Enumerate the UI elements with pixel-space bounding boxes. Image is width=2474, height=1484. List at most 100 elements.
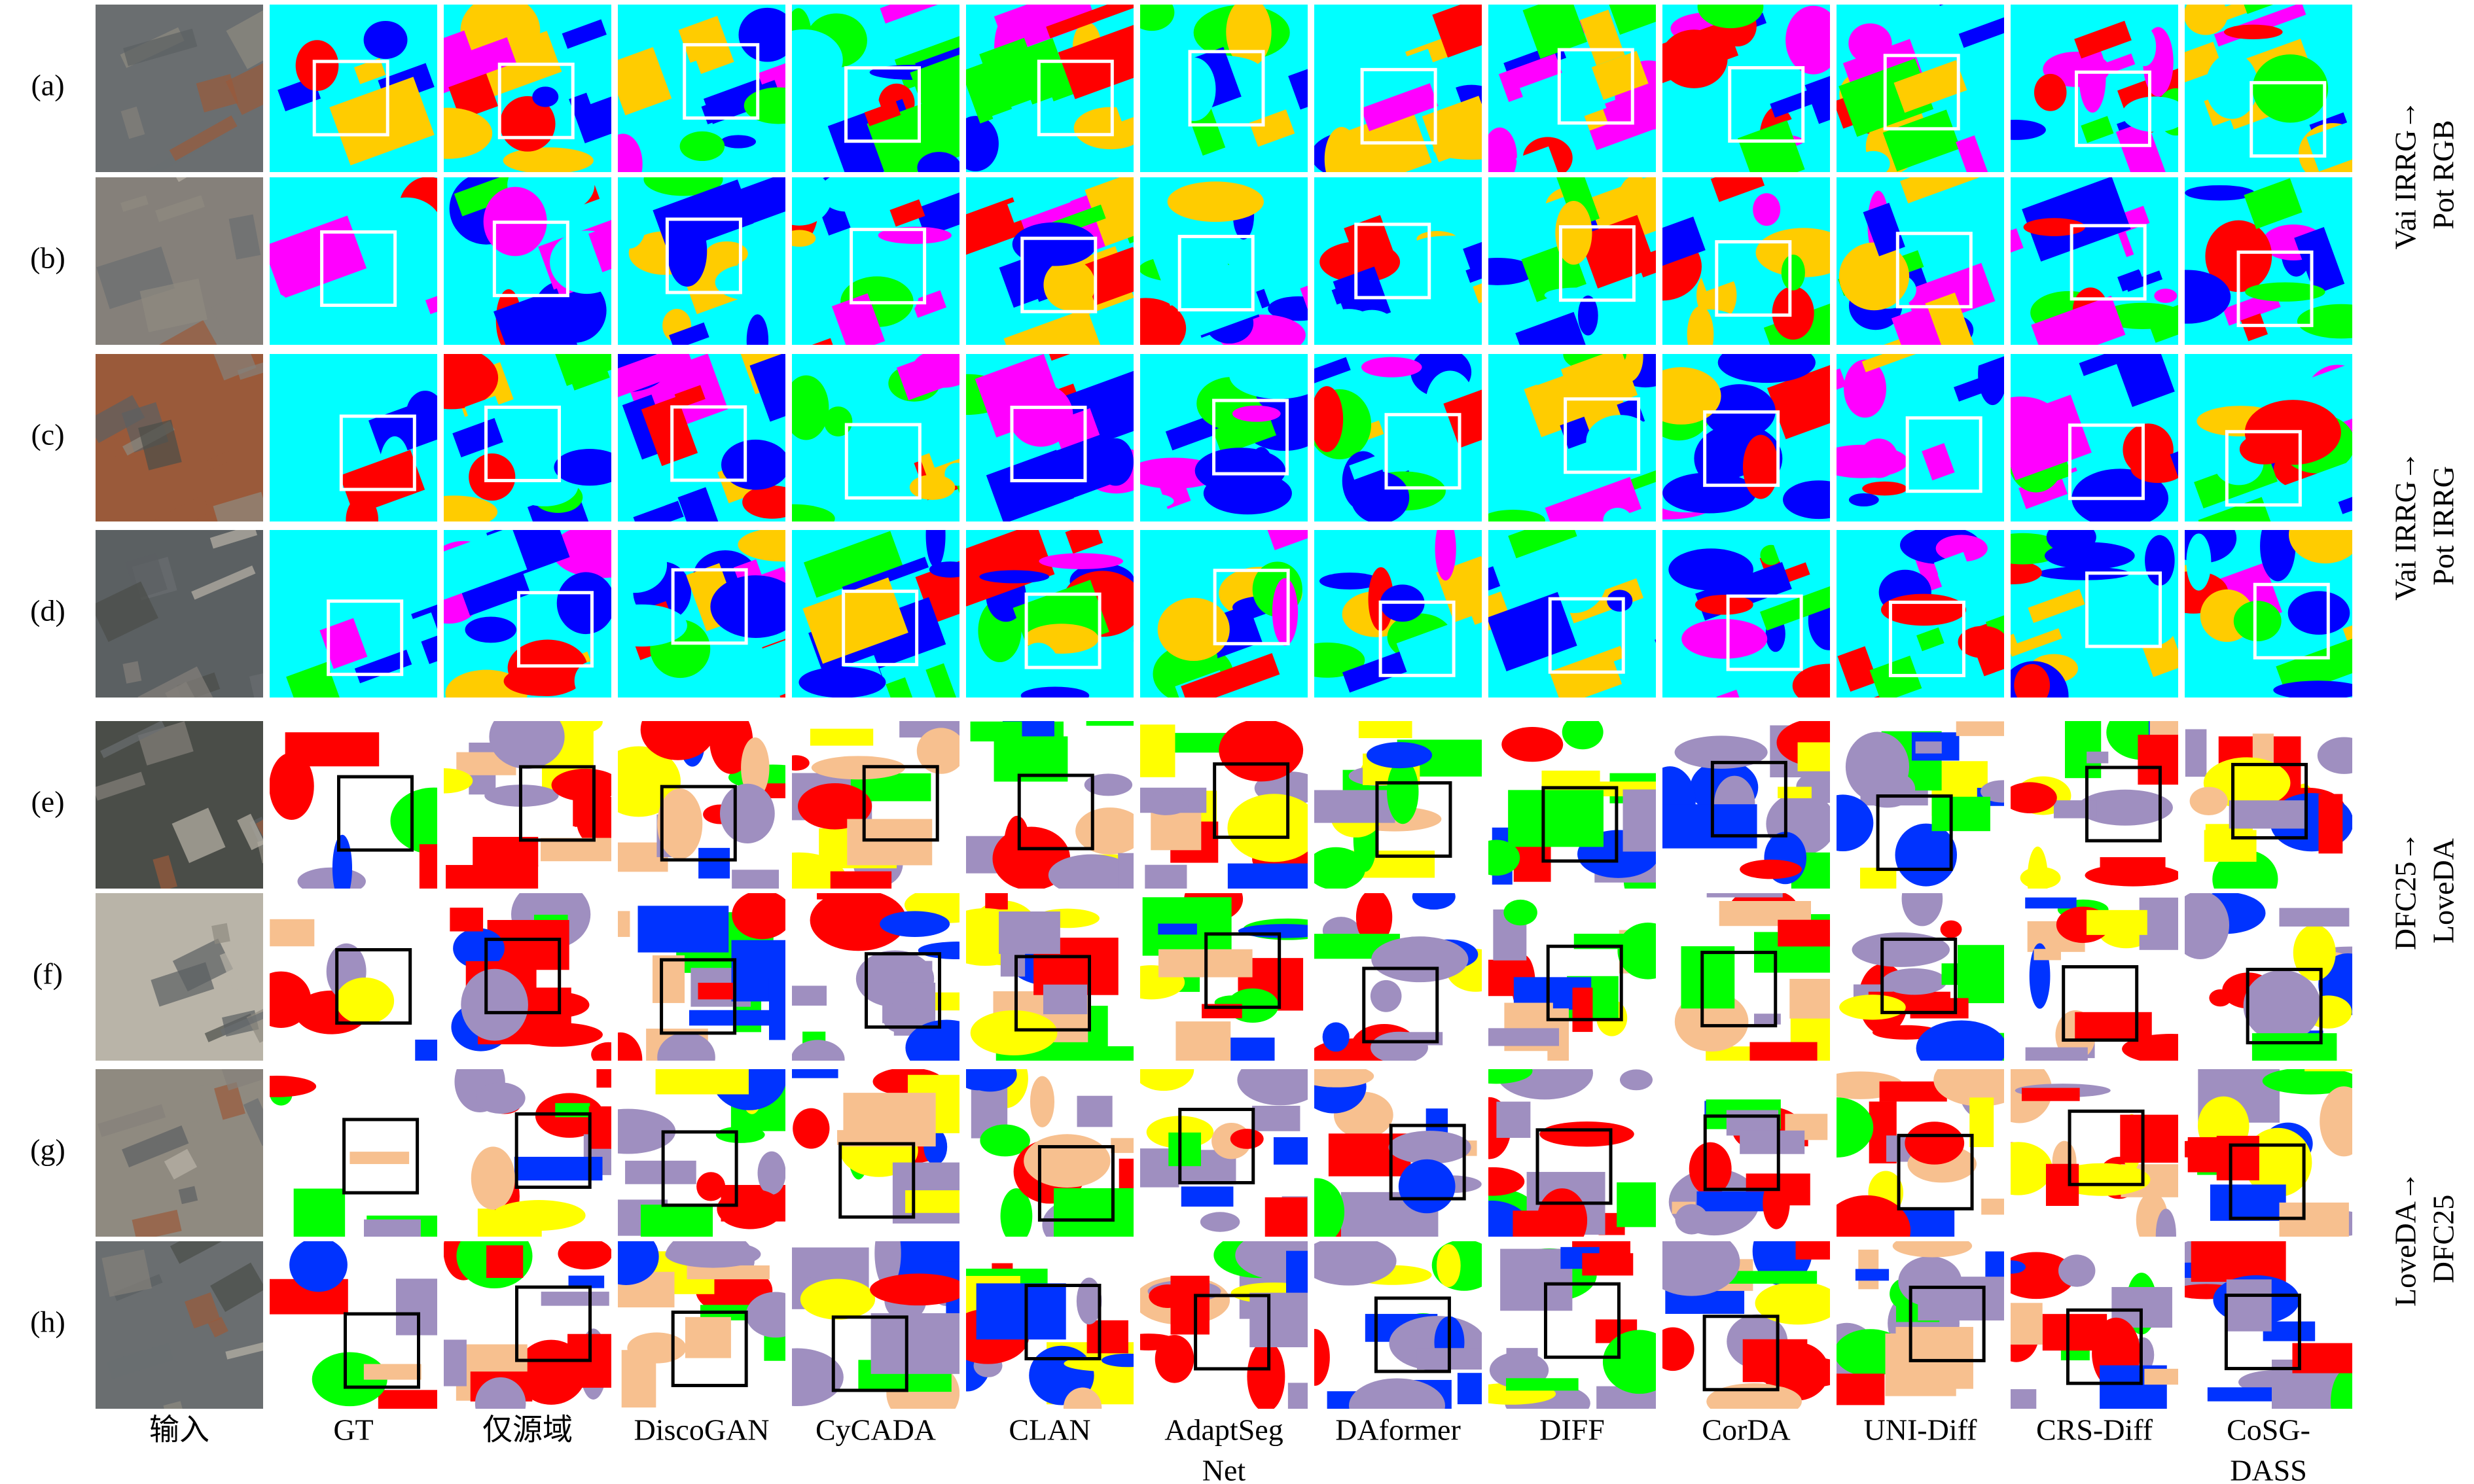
- image-tile: [966, 1069, 1134, 1237]
- highlight-box: [1880, 937, 1958, 1014]
- photo-patch: [225, 1336, 263, 1360]
- image-tile: [2185, 177, 2352, 345]
- class-region: [917, 152, 959, 172]
- class-region: [444, 530, 528, 601]
- class-region: [966, 197, 1026, 262]
- class-region: [1572, 987, 1593, 1033]
- image-tile: [270, 530, 437, 698]
- class-region: [1488, 510, 1545, 521]
- highlight-box: [661, 1130, 738, 1207]
- class-region: [2077, 789, 2173, 826]
- class-region: [985, 893, 1008, 910]
- image-tile: [792, 721, 959, 889]
- class-region: [618, 911, 630, 937]
- image-tile: [2185, 893, 2352, 1061]
- class-region: [569, 83, 611, 144]
- class-region: [843, 1093, 936, 1147]
- class-region: [465, 395, 502, 425]
- class-region: [800, 1279, 876, 1320]
- class-region: [1662, 472, 1757, 514]
- class-region: [2245, 282, 2325, 302]
- highlight-box: [2074, 70, 2151, 147]
- image-tile: [2011, 177, 2178, 345]
- class-region: [1039, 553, 1124, 569]
- class-region: [552, 530, 611, 578]
- class-region: [554, 449, 611, 486]
- class-region: [721, 177, 785, 230]
- class-region: [1370, 1031, 1428, 1061]
- class-region: [444, 768, 473, 794]
- class-region: [2079, 364, 2134, 423]
- class-region: [979, 570, 1050, 584]
- class-region: [2294, 227, 2345, 295]
- image-tile: [1662, 177, 1830, 345]
- side-label: Pot RGB: [2427, 120, 2460, 229]
- class-region: [1766, 530, 1830, 571]
- highlight-box: [327, 599, 404, 677]
- highlight-box: [339, 414, 416, 491]
- class-region: [1488, 592, 1577, 672]
- class-region: [1086, 1320, 1128, 1354]
- class-region: [1740, 1130, 1805, 1154]
- class-region: [1515, 311, 1588, 345]
- class-region: [2075, 1012, 2152, 1040]
- photo-patch: [100, 721, 166, 758]
- class-region: [1443, 381, 1482, 448]
- class-region: [550, 230, 611, 294]
- image-tile: [966, 5, 1134, 172]
- class-region: [1594, 599, 1656, 658]
- class-region: [1314, 1241, 1397, 1286]
- photo-patch: [107, 1343, 174, 1379]
- class-region: [689, 1010, 785, 1026]
- class-region: [378, 1390, 437, 1409]
- class-region: [1503, 899, 1537, 926]
- highlight-box: [2070, 224, 2147, 301]
- class-region: [814, 462, 871, 504]
- image-tile: [1837, 5, 2004, 172]
- image-tile: [1488, 530, 1656, 698]
- class-region: [1839, 995, 1906, 1020]
- image-tile: [2185, 1241, 2352, 1409]
- highlight-box: [484, 405, 562, 482]
- class-region: [1084, 773, 1133, 796]
- image-tile: [1488, 1069, 1656, 1237]
- class-region: [293, 1188, 346, 1237]
- class-region: [1012, 222, 1097, 266]
- photo-patch: [101, 1249, 152, 1298]
- side-label: DFC25→: [2389, 832, 2422, 950]
- class-region: [514, 1156, 603, 1181]
- highlight-box: [1909, 1285, 1986, 1362]
- class-region: [979, 37, 1035, 85]
- class-region: [295, 40, 339, 92]
- class-region: [1549, 646, 1633, 698]
- class-region: [685, 1316, 731, 1358]
- class-region: [994, 5, 1097, 54]
- column-label: GT: [333, 1413, 373, 1447]
- image-tile: [792, 5, 959, 172]
- class-region: [1662, 216, 1706, 266]
- class-region: [1175, 1021, 1231, 1061]
- class-region: [562, 19, 607, 49]
- class-region: [1361, 357, 1422, 378]
- class-region: [810, 893, 907, 951]
- image-tile: [618, 721, 785, 889]
- class-region: [1861, 354, 1941, 372]
- class-region: [2028, 589, 2085, 624]
- class-region: [1933, 1069, 2004, 1106]
- column-label: AdaptSeg: [1164, 1413, 1283, 1447]
- class-region: [270, 919, 315, 947]
- highlight-box: [2229, 1143, 2306, 1220]
- class-region: [2289, 530, 2352, 564]
- image-tile: [270, 721, 437, 889]
- class-region: [473, 837, 539, 867]
- highlight-box: [1702, 1315, 1780, 1392]
- class-region: [2021, 1087, 2080, 1101]
- class-region: [573, 784, 594, 826]
- class-region: [1081, 247, 1134, 306]
- class-region: [2155, 1209, 2176, 1237]
- class-region: [2087, 751, 2109, 764]
- class-region: [2011, 1252, 2075, 1299]
- class-region: [1158, 923, 1197, 935]
- class-region: [1500, 1248, 1573, 1311]
- image-tile: [444, 5, 611, 172]
